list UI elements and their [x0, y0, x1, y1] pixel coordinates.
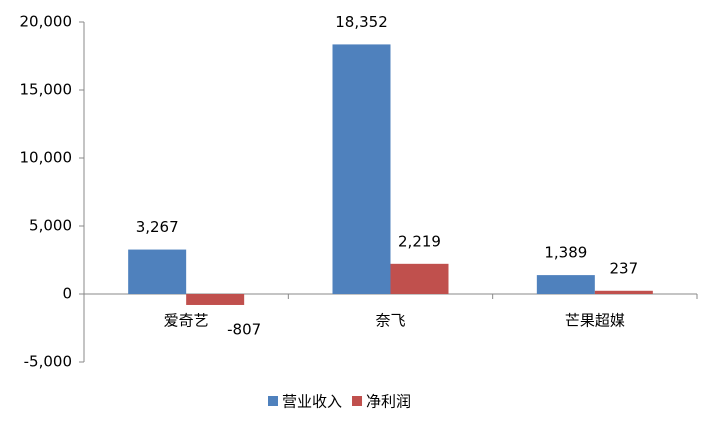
y-tick-label: 0 — [62, 285, 72, 303]
value-label: -807 — [227, 320, 261, 338]
bar — [332, 44, 391, 295]
value-label: 2,219 — [398, 232, 441, 250]
x-tick-label: 芒果超媒 — [565, 312, 625, 330]
y-tick-label: 15,000 — [20, 81, 73, 99]
bar — [536, 275, 595, 294]
y-tick-label: 5,000 — [29, 217, 72, 235]
x-tick-label: 爱奇艺 — [164, 312, 209, 330]
y-tick-label: -5,000 — [24, 353, 72, 371]
value-label: 3,267 — [136, 218, 179, 236]
y-tick-label: 10,000 — [20, 149, 73, 167]
y-tick-label: 20,000 — [20, 13, 73, 31]
legend-swatch — [352, 396, 363, 406]
legend-label: 净利润 — [366, 393, 411, 411]
legend-label: 营业收入 — [282, 393, 342, 411]
value-label: 1,389 — [544, 244, 587, 262]
bar — [128, 249, 187, 294]
bar — [186, 294, 245, 305]
bar — [390, 263, 449, 294]
x-tick-label: 奈飞 — [375, 312, 405, 330]
value-label: 18,352 — [335, 13, 388, 31]
legend-swatch — [268, 396, 278, 406]
value-label: 237 — [610, 259, 639, 277]
bar — [594, 290, 653, 294]
